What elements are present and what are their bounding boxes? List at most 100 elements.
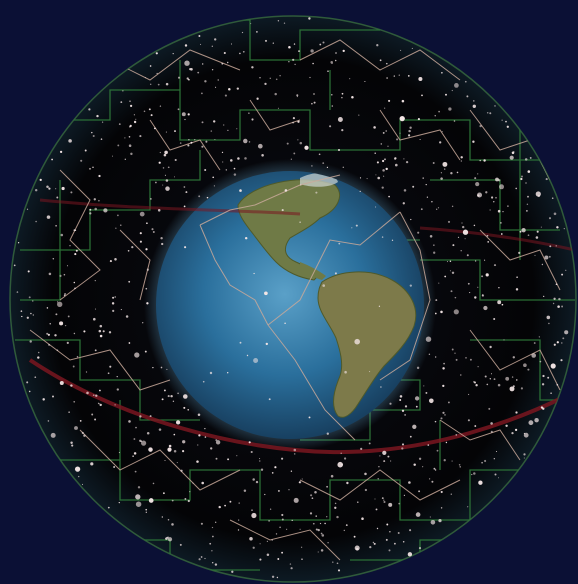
star	[538, 336, 540, 338]
star	[444, 414, 446, 416]
star	[425, 336, 432, 342]
star	[334, 506, 337, 509]
star	[301, 478, 303, 480]
star	[204, 436, 207, 438]
star	[401, 409, 405, 412]
star	[364, 488, 368, 492]
star	[401, 447, 404, 450]
star	[98, 174, 101, 178]
star	[477, 366, 479, 368]
star	[175, 420, 181, 425]
star	[128, 342, 131, 344]
star	[183, 394, 188, 399]
star	[405, 160, 409, 164]
star	[495, 177, 499, 182]
star	[293, 453, 296, 455]
star	[340, 452, 342, 455]
star	[189, 67, 192, 71]
star	[150, 198, 152, 200]
star	[416, 366, 420, 370]
star	[478, 480, 483, 485]
star	[334, 502, 337, 505]
star	[161, 516, 163, 518]
star	[386, 523, 389, 526]
star	[311, 102, 313, 105]
star	[473, 224, 476, 227]
star	[211, 45, 213, 47]
star	[515, 411, 518, 414]
star	[55, 313, 58, 316]
star	[182, 450, 185, 453]
star	[345, 524, 348, 526]
star	[304, 145, 309, 150]
star	[264, 493, 266, 496]
star	[70, 191, 73, 194]
star	[91, 131, 93, 134]
star	[237, 529, 240, 531]
star	[163, 389, 166, 392]
star	[171, 523, 174, 526]
star	[523, 432, 525, 435]
star	[103, 208, 108, 213]
star	[224, 94, 227, 97]
star	[497, 300, 502, 305]
star	[174, 158, 177, 162]
star	[204, 428, 206, 430]
star	[51, 158, 54, 161]
star	[215, 440, 221, 445]
star	[81, 483, 84, 485]
star	[433, 244, 435, 246]
star	[84, 149, 87, 152]
star	[451, 348, 454, 351]
star	[356, 547, 359, 551]
star	[402, 202, 405, 205]
star	[91, 413, 94, 416]
star	[192, 482, 194, 484]
star	[495, 450, 498, 453]
star	[27, 270, 30, 273]
star	[457, 236, 460, 239]
star	[359, 177, 362, 179]
star	[35, 220, 37, 223]
star	[381, 497, 384, 499]
star	[327, 542, 329, 544]
star	[337, 569, 341, 572]
star	[310, 49, 314, 53]
star	[453, 120, 456, 122]
star	[381, 186, 384, 189]
star	[502, 210, 504, 213]
star	[281, 518, 284, 521]
star-field	[13, 17, 569, 579]
star	[120, 309, 122, 311]
star	[474, 425, 477, 427]
star	[322, 41, 325, 44]
star	[172, 400, 175, 402]
star	[384, 107, 386, 109]
star	[250, 450, 253, 454]
star	[290, 158, 292, 160]
star	[197, 71, 200, 74]
star	[551, 197, 554, 199]
star	[541, 383, 545, 386]
star	[453, 309, 459, 315]
star	[433, 251, 436, 254]
star	[553, 344, 555, 346]
star	[382, 169, 385, 172]
star	[451, 271, 455, 275]
star	[184, 497, 187, 500]
star	[223, 124, 225, 126]
star	[271, 539, 273, 541]
star	[242, 50, 245, 53]
star	[173, 433, 176, 436]
star	[288, 61, 290, 63]
star	[476, 192, 483, 198]
star	[107, 506, 110, 509]
star	[361, 517, 364, 520]
star	[46, 307, 49, 309]
star	[549, 245, 552, 248]
star	[272, 42, 274, 44]
star	[556, 383, 559, 386]
star	[427, 444, 430, 446]
star	[293, 448, 297, 452]
